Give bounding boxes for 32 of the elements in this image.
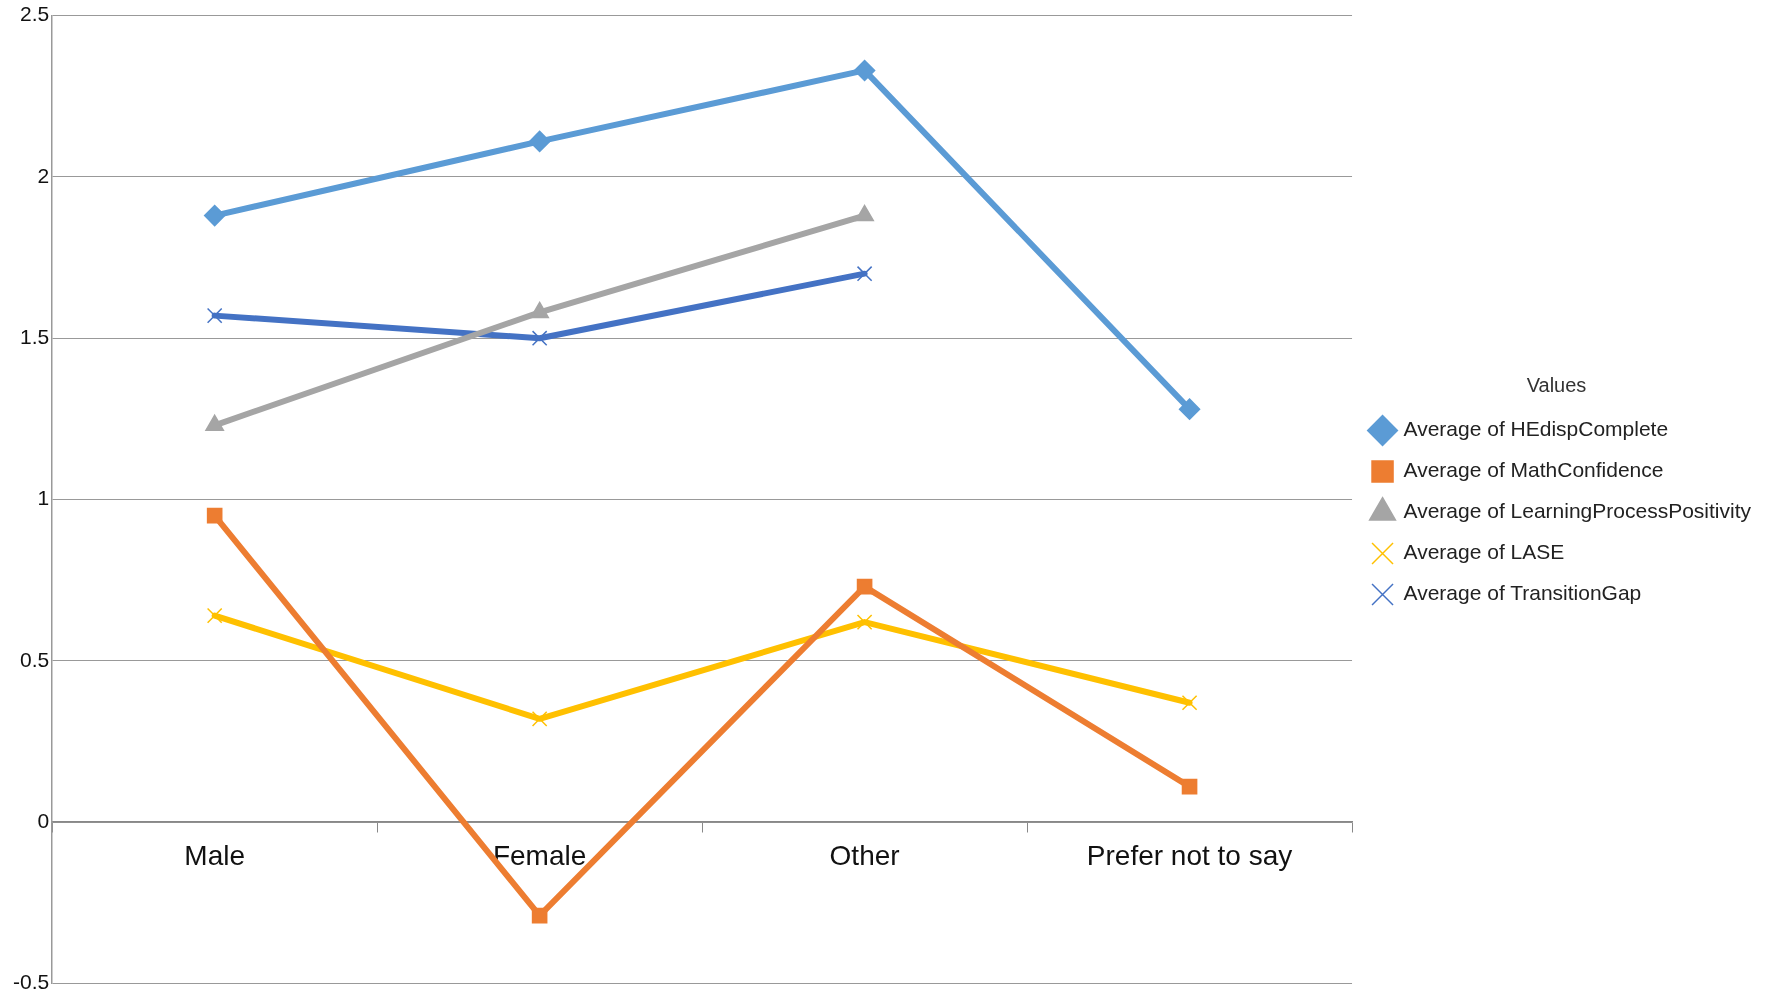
y-tick-label: 1.5 [19, 325, 50, 348]
legend-label: Average of MathConfidence [1403, 458, 1664, 482]
legend-label: Average of LearningProcessPositivity [1403, 499, 1752, 523]
point [528, 130, 551, 153]
legend-label: Average of HEdispComplete [1403, 417, 1669, 441]
legend-label: Average of LASE [1403, 540, 1565, 564]
point [531, 907, 548, 924]
x-tick-label: Prefer not to say [1086, 839, 1293, 871]
point [206, 307, 223, 324]
point [1178, 398, 1201, 420]
point [531, 711, 548, 727]
legend-label: Average of TransitionGap [1403, 581, 1642, 605]
y-tick-label: 2 [37, 163, 50, 187]
point [856, 578, 873, 595]
point [856, 265, 873, 282]
x-tick-label: Female [492, 839, 587, 871]
point [206, 507, 223, 524]
y-tick-label: 0 [37, 808, 50, 832]
legend-title: Values [1526, 373, 1587, 396]
point [531, 330, 548, 347]
point [856, 614, 873, 630]
point [853, 59, 876, 82]
x-tick-label: Other [829, 839, 900, 871]
y-tick-label: 2.5 [19, 2, 50, 26]
y-tick-label: 0.5 [19, 647, 50, 671]
y-tick-label: 1 [37, 486, 50, 510]
point [206, 607, 223, 624]
x-tick-label: Male [184, 839, 246, 871]
point [203, 204, 226, 227]
y-tick-label: -0.5 [13, 970, 50, 994]
point [1181, 778, 1198, 795]
point [1181, 694, 1198, 711]
